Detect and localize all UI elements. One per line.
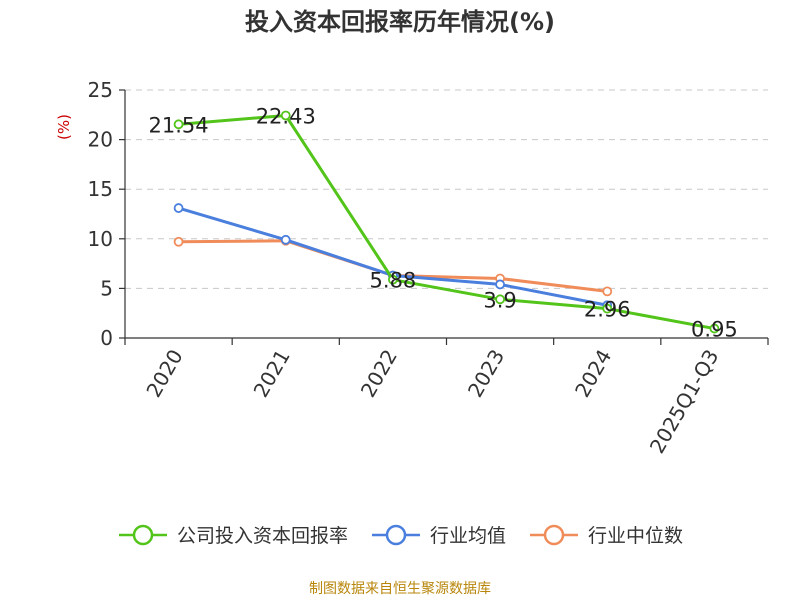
x-tick-label: 2023 bbox=[463, 345, 509, 401]
y-tick-label: 5 bbox=[100, 276, 113, 300]
data-label: 21.54 bbox=[149, 113, 209, 137]
data-point bbox=[709, 323, 720, 334]
x-tick-label: 2025Q1-Q3 bbox=[645, 345, 724, 457]
legend-swatch-industry-median bbox=[530, 524, 578, 545]
y-tick-label: 10 bbox=[88, 227, 113, 251]
y-tick-label: 0 bbox=[100, 326, 113, 350]
footer-source: 制图数据来自恒生聚源数据库 bbox=[309, 581, 491, 597]
x-tick-label: 2020 bbox=[141, 345, 187, 401]
data-label: 22.43 bbox=[256, 104, 316, 128]
data-point bbox=[495, 279, 505, 290]
y-tick-label: 15 bbox=[88, 177, 113, 201]
data-point bbox=[495, 294, 505, 305]
data-point bbox=[280, 110, 291, 121]
data-label: 5.88 bbox=[370, 269, 417, 293]
data-label: 2.96 bbox=[584, 298, 631, 322]
series-line bbox=[178, 113, 715, 331]
legend-item-industry-mean[interactable]: 行业均值 bbox=[370, 521, 506, 548]
data-point bbox=[388, 274, 398, 285]
data-point bbox=[602, 286, 613, 297]
legend: 公司投入资本回报率 行业均值 行业中位数 bbox=[0, 521, 800, 548]
chart-title: 投入资本回报率历年情况(%) bbox=[245, 8, 555, 36]
data-label: 0.95 bbox=[691, 318, 738, 342]
data-point bbox=[280, 234, 291, 245]
data-point bbox=[173, 119, 184, 130]
y-tick-label: 25 bbox=[88, 78, 113, 102]
legend-item-company[interactable]: 公司投入资本回报率 bbox=[117, 521, 348, 548]
data-label: 3.9 bbox=[483, 288, 516, 312]
x-tick-label: 2022 bbox=[356, 345, 402, 401]
legend-item-industry-median[interactable]: 行业中位数 bbox=[528, 521, 683, 548]
x-tick-label: 2021 bbox=[249, 345, 295, 401]
x-tick-label: 2024 bbox=[570, 345, 616, 401]
legend-swatch-company bbox=[118, 524, 167, 545]
legend-swatch-industry-mean bbox=[371, 524, 420, 545]
data-point bbox=[173, 203, 184, 213]
y-axis-label: (%) bbox=[55, 114, 73, 140]
data-point bbox=[602, 303, 613, 314]
legend-label-company: 公司投入资本回报率 bbox=[176, 525, 348, 547]
legend-label-industry-mean: 行业均值 bbox=[429, 525, 506, 547]
legend-label-industry-median: 行业中位数 bbox=[588, 525, 684, 547]
y-tick-label: 20 bbox=[88, 128, 113, 152]
data-point bbox=[173, 236, 184, 247]
